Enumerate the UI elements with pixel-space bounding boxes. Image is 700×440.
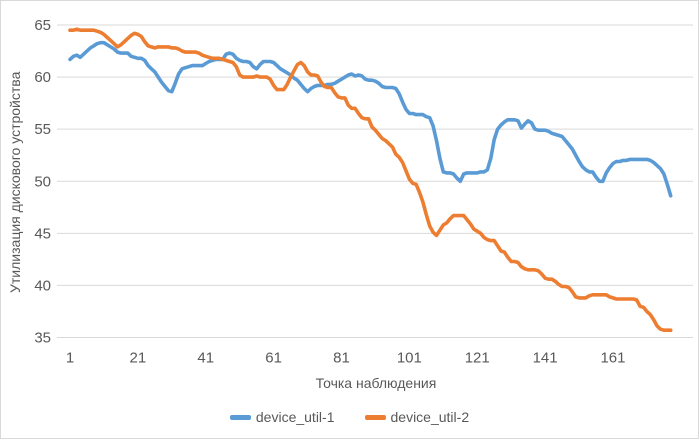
- x-axis-title: Точка наблюдения: [315, 375, 437, 391]
- y-tick-label-55: 55: [34, 121, 51, 138]
- x-tick-label-161: 161: [600, 350, 625, 367]
- y-tick-label-50: 50: [34, 173, 51, 190]
- x-tick-label-101: 101: [397, 350, 422, 367]
- x-tick-label-141: 141: [533, 350, 558, 367]
- x-tick-label-21: 21: [130, 350, 147, 367]
- y-axis-title: Утилизация дискового устройства: [7, 71, 23, 294]
- y-tick-label-40: 40: [34, 277, 51, 294]
- legend: device_util-1 device_util-2: [1, 409, 698, 425]
- x-tick-label-1: 1: [66, 350, 74, 367]
- x-tick-label-81: 81: [333, 350, 350, 367]
- series-line-device_util-2: [68, 27, 673, 333]
- legend-item-series-1: device_util-1: [229, 409, 335, 425]
- y-tick-label-60: 60: [34, 69, 51, 86]
- legend-swatch-series-1: [229, 414, 251, 420]
- legend-label-series-1: device_util-1: [255, 409, 335, 425]
- x-tick-label-121: 121: [465, 350, 490, 367]
- x-tick-label-41: 41: [197, 350, 214, 367]
- y-tick-label-35: 35: [34, 330, 51, 347]
- legend-label-series-2: device_util-2: [390, 409, 470, 425]
- legend-swatch-series-2: [364, 414, 386, 420]
- x-tick-label-61: 61: [265, 350, 282, 367]
- y-tick-label-65: 65: [34, 17, 51, 34]
- legend-item-series-2: device_util-2: [364, 409, 470, 425]
- y-tick-label-45: 45: [34, 225, 51, 242]
- series-line-device_util-1: [68, 40, 673, 198]
